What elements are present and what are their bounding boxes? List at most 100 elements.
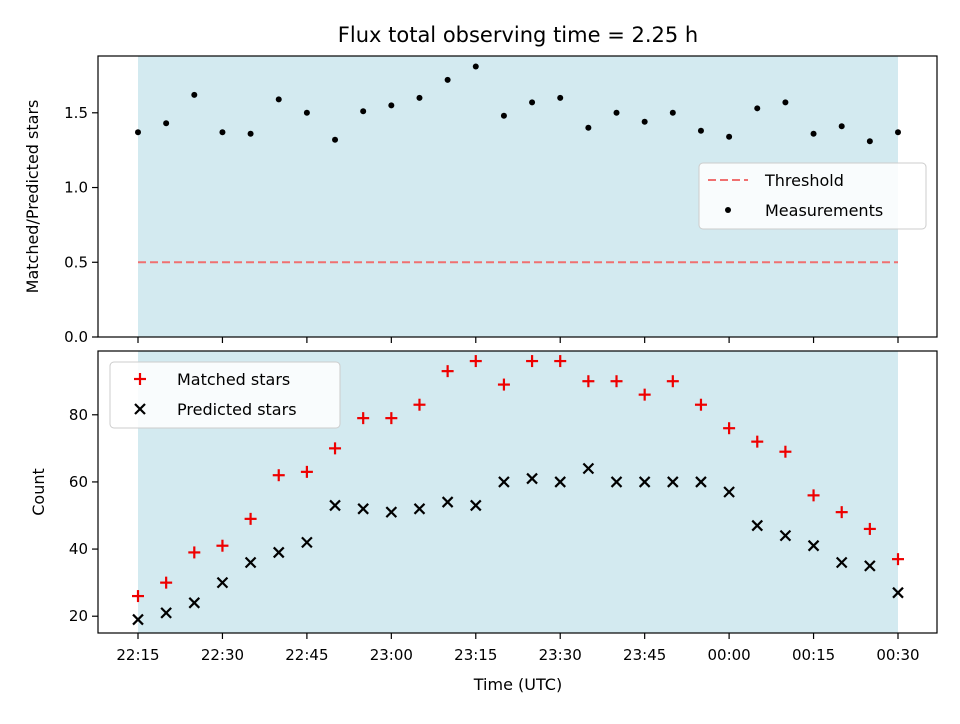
matched-stars-point (582, 375, 595, 388)
measurement-point (557, 94, 564, 101)
measurement-point (135, 129, 141, 136)
predicted-stars-point (779, 529, 792, 542)
measurement-point (895, 129, 901, 136)
predicted-stars-point (667, 476, 679, 488)
measurement-point (669, 109, 676, 116)
predicted-stars-point (892, 586, 904, 599)
y-tick-label: 80 (69, 406, 88, 424)
measurement-point (754, 105, 761, 112)
matched-stars-point (723, 422, 736, 435)
x-tick-label: 22:45 (285, 646, 328, 664)
matched-stars-point (441, 365, 454, 378)
predicted-stars-point (723, 486, 735, 498)
x-tick-label: 00:15 (792, 646, 835, 664)
ratio-panel: 0.0 0.5 1.0 1.5 Matched/Predicted stars Thr… (23, 55, 938, 346)
measurement-points (135, 63, 901, 145)
measurement-point (613, 109, 620, 116)
predicted-stars-point (807, 539, 820, 552)
matched-stars-point (272, 469, 285, 482)
predicted-stars-point (329, 499, 341, 512)
predicted-stars-point (864, 560, 876, 572)
legend-matched-label: Matched stars (177, 370, 290, 389)
predicted-stars-point (413, 503, 426, 515)
x-axis-label: Time (UTC) (473, 675, 562, 694)
matched-stars-point (329, 442, 342, 455)
count-axes-frame (97, 350, 938, 634)
predicted-stars-point (469, 499, 482, 512)
x-tick-label: 23:00 (370, 646, 413, 664)
legend-measurements-label: Measurements (765, 201, 883, 220)
measurement-point (444, 76, 451, 83)
x-tick-label: 23:15 (454, 646, 497, 664)
chart-title: Flux total observing time = 2.25 h (338, 23, 698, 47)
predicted-stars-point (751, 519, 764, 532)
measurement-point (866, 138, 873, 145)
legend-predicted-label: Predicted stars (177, 400, 297, 419)
predicted-stars-point (160, 607, 172, 619)
measurement-point (585, 124, 592, 131)
matched-stars-point (526, 355, 539, 368)
x-tick-label: 00:00 (707, 646, 750, 664)
measurement-point (416, 94, 423, 101)
ratio-y-ticks: 0.0 0.5 1.0 1.5 (64, 104, 98, 346)
x-tick-label: 23:45 (623, 646, 666, 664)
matched-stars-point (300, 465, 313, 478)
y-tick-label: 40 (69, 540, 88, 558)
matched-stars-point (666, 375, 679, 388)
predicted-stars-point (272, 546, 285, 559)
legend-box (109, 361, 341, 429)
measurement-point (247, 130, 254, 137)
measurement-point (641, 118, 648, 125)
predicted-stars-point (554, 476, 567, 488)
predicted-stars-point (835, 556, 848, 569)
measurement-point (726, 133, 733, 140)
matched-stars-point (160, 576, 173, 589)
measurement-point (697, 127, 704, 134)
matched-stars-point (892, 553, 904, 566)
measurement-point (360, 108, 367, 115)
predicted-stars-point (301, 536, 313, 549)
legend-box (698, 162, 927, 230)
matched-stars-point (638, 388, 651, 401)
ratio-axes-frame (97, 55, 938, 338)
predicted-stars-point (385, 506, 398, 518)
measurement-point (303, 109, 310, 116)
x-tick-label: 22:30 (201, 646, 244, 664)
count-y-ticks: 20 40 60 80 (69, 406, 98, 625)
matched-stars-point (779, 445, 792, 458)
matched-stars-point (132, 590, 144, 603)
y-tick-label: 1.5 (64, 104, 88, 122)
y-tick-label: 1.0 (64, 179, 88, 197)
measurement-point (163, 120, 170, 127)
predicted-stars-point (441, 496, 454, 508)
matched-stars-point (413, 398, 426, 411)
measurement-point (388, 102, 395, 109)
matched-stars-point (694, 398, 707, 411)
y-tick-label: 0.5 (64, 253, 88, 271)
predicted-stars-point (610, 476, 623, 488)
matched-stars-point (610, 375, 623, 388)
predicted-stars-point (216, 576, 229, 589)
matched-stars-point (835, 506, 848, 519)
measurement-point (472, 63, 479, 70)
predicted-stars-point (695, 476, 707, 488)
predicted-stars-point (244, 556, 257, 569)
count-y-axis-label: Count (29, 468, 48, 516)
predicted-stars-point (582, 462, 595, 475)
matched-stars-point (751, 435, 764, 448)
x-tick-label: 00:30 (876, 646, 919, 664)
measurement-point (219, 129, 226, 136)
count-x-ticks: 22:15 22:30 22:45 23:00 23:15 23:30 23:45 00:00… (116, 633, 920, 664)
y-tick-label: 0.0 (64, 328, 88, 346)
matched-stars-point (554, 355, 567, 368)
y-tick-label: 60 (69, 473, 88, 491)
x-tick-label: 23:30 (539, 646, 582, 664)
legend-predicted-swatch (134, 403, 146, 415)
predicted-stars-point (498, 476, 510, 488)
predicted-stars-point (638, 476, 651, 488)
ratio-legend: Threshold Measurements (698, 162, 927, 230)
count-points (132, 355, 904, 626)
ratio-x-ticks (137, 337, 899, 343)
